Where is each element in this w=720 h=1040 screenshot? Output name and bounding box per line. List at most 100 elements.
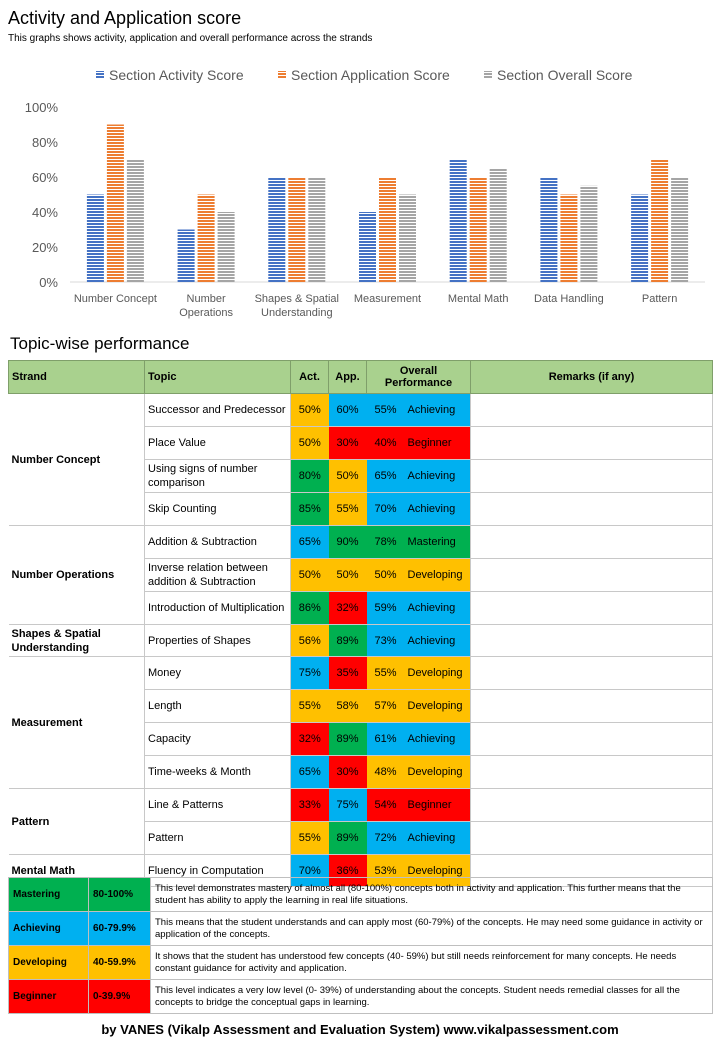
overall-score-cell: 50%: [366, 558, 405, 592]
x-tick-label: Number Operations: [179, 293, 233, 319]
act-score-cell: 65%: [290, 755, 329, 789]
header-remarks: Remarks (if any): [470, 360, 713, 394]
bar-activity: [86, 194, 104, 282]
y-tick-label: 80%: [32, 135, 58, 150]
remarks-cell: [470, 393, 713, 427]
legend-label: Section Application Score: [291, 67, 450, 83]
legend-description: This means that the student understands …: [150, 911, 713, 946]
overall-score-cell: 65%: [366, 459, 405, 493]
remarks-cell: [470, 558, 713, 592]
y-tick-label: 0%: [39, 275, 58, 290]
remarks-cell: [470, 591, 713, 625]
level-cell: Developing: [404, 558, 471, 592]
level-cell: Achieving: [404, 821, 471, 855]
topic-cell: Pattern: [144, 821, 291, 855]
level-cell: Beginner: [404, 788, 471, 822]
bar-activity: [540, 177, 558, 282]
remarks-cell: [470, 525, 713, 559]
level-cell: Beginner: [404, 426, 471, 460]
remarks-cell: [470, 624, 713, 657]
level-cell: Achieving: [404, 591, 471, 625]
act-score-cell: 75%: [290, 656, 329, 690]
overall-score-cell: 55%: [366, 656, 405, 690]
header-overall: Overall Performance: [366, 360, 471, 394]
legend-level-name: Developing: [8, 945, 89, 980]
level-legend-table: Mastering 80-100% This level demonstrates …: [8, 877, 713, 1014]
remarks-cell: [470, 788, 713, 822]
remarks-cell: [470, 821, 713, 855]
act-score-cell: 33%: [290, 788, 329, 822]
overall-score-cell: 40%: [366, 426, 405, 460]
bar-application: [197, 194, 215, 282]
bar-activity: [177, 229, 195, 282]
topic-cell: Addition & Subtraction: [144, 525, 291, 559]
bar-application: [106, 124, 124, 282]
remarks-cell: [470, 689, 713, 723]
overall-score-cell: 48%: [366, 755, 405, 789]
y-tick-label: 100%: [25, 100, 59, 115]
act-score-cell: 55%: [290, 689, 329, 723]
app-score-cell: 75%: [328, 788, 367, 822]
act-score-cell: 55%: [290, 821, 329, 855]
overall-score-cell: 73%: [366, 624, 405, 657]
topic-cell: Place Value: [144, 426, 291, 460]
app-score-cell: 58%: [328, 689, 367, 723]
strand-cell: Number Concept: [8, 393, 145, 526]
table-header-row: Strand Topic Act. App. Overall Performan…: [8, 360, 713, 394]
chart-title: Activity and Application score: [8, 8, 242, 28]
section-title: Topic-wise performance: [10, 334, 190, 353]
legend-label: Section Overall Score: [497, 67, 633, 83]
bar-overall: [671, 177, 689, 282]
topic-cell: Line & Patterns: [144, 788, 291, 822]
topic-cell: Properties of Shapes: [144, 624, 291, 657]
strand-cell: Measurement: [8, 656, 145, 789]
table-row: Number Concept Successor and Predecessor 5…: [8, 393, 713, 526]
level-cell: Developing: [404, 689, 471, 723]
legend-level-name: Mastering: [8, 877, 89, 912]
topic-cell: Money: [144, 656, 291, 690]
app-score-cell: 30%: [328, 755, 367, 789]
table-row: Capacity 32% 89% 61% Achieving: [9, 722, 713, 756]
overall-score-cell: 72%: [366, 821, 405, 855]
bar-application: [560, 194, 578, 282]
table-row: Inverse relation between addition & Subt…: [9, 558, 713, 592]
legend-swatch: [278, 71, 286, 79]
legend-row: Mastering 80-100% This level demonstrates …: [8, 877, 713, 912]
table-row: Pattern Line & Patterns 33% 75% 54% Beginner: [8, 788, 713, 855]
strand-cell: Shapes & Spatial Understanding: [8, 624, 145, 657]
overall-score-cell: 57%: [366, 689, 405, 723]
remarks-cell: [470, 755, 713, 789]
legend-level-range: 80-100%: [88, 877, 151, 912]
y-tick-label: 60%: [32, 170, 58, 185]
bar-overall: [580, 185, 598, 283]
legend-row: Beginner 0-39.9% This level indicates a ve…: [8, 979, 713, 1014]
bar-overall: [489, 168, 507, 283]
table-row: Time-weeks & Month 65% 30% 48% Developing: [9, 755, 713, 789]
header-act: Act.: [290, 360, 329, 394]
legend-row: Achieving 60-79.9% This means that the stu…: [8, 911, 713, 946]
overall-score-cell: 54%: [366, 788, 405, 822]
header-strand: Strand: [8, 360, 145, 394]
act-score-cell: 86%: [290, 591, 329, 625]
header-app: App.: [328, 360, 367, 394]
act-score-cell: 50%: [290, 426, 329, 460]
act-score-cell: 85%: [290, 492, 329, 526]
app-score-cell: 50%: [328, 459, 367, 493]
topic-cell: Skip Counting: [144, 492, 291, 526]
topic-performance-table: Strand Topic Act. App. Overall Performan…: [8, 360, 713, 887]
remarks-cell: [470, 722, 713, 756]
act-score-cell: 65%: [290, 525, 329, 559]
legend-swatch: [484, 71, 492, 79]
strand-cell: Number Operations: [8, 525, 145, 625]
overall-score-cell: 59%: [366, 591, 405, 625]
overall-score-cell: 70%: [366, 492, 405, 526]
table-row: Measurement Money 75% 35% 55% Developing: [8, 656, 713, 789]
performance-bar-chart: Section Activity Score Section Applicatio…: [25, 67, 705, 319]
x-tick-label: Data Handling: [534, 293, 604, 305]
bar-activity: [268, 177, 286, 282]
level-cell: Developing: [404, 755, 471, 789]
table-row: Shapes & Spatial Understanding Properties…: [8, 624, 713, 657]
remarks-cell: [470, 426, 713, 460]
legend-swatch: [96, 71, 104, 79]
bar-activity: [449, 159, 467, 282]
